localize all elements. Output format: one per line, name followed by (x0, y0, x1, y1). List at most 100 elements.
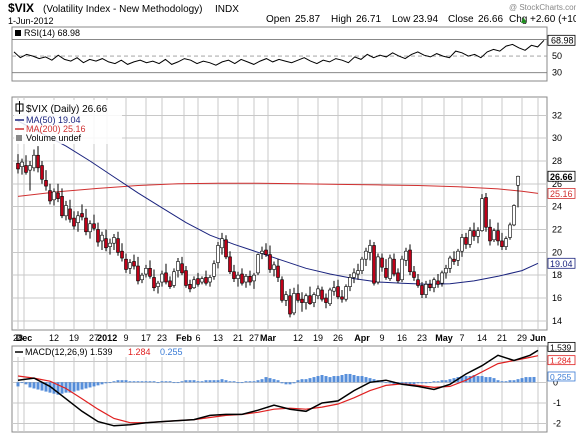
candle-body (324, 297, 328, 303)
macd-histogram-bar (428, 382, 432, 384)
macd-histogram (16, 373, 536, 395)
candle-body (460, 237, 464, 252)
close-label: Close (448, 14, 474, 25)
candle-body (156, 282, 160, 287)
candle-body (464, 237, 468, 245)
macd-histogram-bar (244, 381, 248, 383)
macd-histogram-bar (152, 381, 156, 383)
macd-histogram-bar (444, 380, 448, 383)
candle-body (404, 250, 408, 261)
candle-body (96, 229, 100, 243)
macd-histogram-bar (184, 380, 188, 383)
macd-histogram-bar (40, 382, 44, 391)
macd-histogram-bar (496, 380, 500, 383)
candle-body (204, 277, 208, 284)
candle-body (304, 295, 308, 303)
macd-histogram-bar (228, 381, 232, 383)
candle-body (512, 205, 516, 226)
macd-histogram-bar (368, 378, 372, 383)
macd-histogram-bar (352, 375, 356, 383)
macd-histogram-bar (408, 382, 412, 385)
price-tick-label: 28 (552, 156, 562, 166)
chart-header: $VIX (Volatility Index - New Methodology… (8, 1, 576, 26)
macd-histogram-bar (84, 382, 88, 389)
candle-body (504, 238, 508, 247)
candle-body (112, 237, 116, 244)
candle-body (92, 223, 96, 229)
price-badge-label: 19.04 (550, 259, 573, 269)
x-tick-label: 19 (313, 333, 323, 343)
candle-body (364, 250, 368, 260)
x-tick-label: 7 (459, 333, 464, 343)
candle-body (80, 213, 84, 218)
candlesticks (16, 146, 520, 318)
candle-body (344, 286, 348, 300)
candle-body (356, 270, 360, 275)
candle-body (388, 257, 392, 279)
macd-histogram-bar (156, 382, 160, 384)
candle-body (416, 279, 420, 286)
macd-histogram-bar (336, 376, 340, 383)
candle-body (100, 234, 104, 242)
macd-histogram-bar (388, 382, 392, 384)
candle-body (316, 288, 320, 297)
x-tick-label: 16 (397, 333, 407, 343)
candle-body (168, 280, 172, 287)
macd-histogram-bar (140, 381, 144, 383)
macd-histogram-bar (248, 381, 252, 383)
ma50-legend: MA(50) 19.04 (26, 115, 81, 125)
candle-body (120, 250, 124, 259)
candle-body (308, 295, 312, 305)
macd-histogram-bar (260, 379, 264, 383)
macd-histogram-bar (180, 381, 184, 383)
x-tick-label: 2012 (97, 333, 117, 343)
candle-body (52, 191, 56, 201)
macd-histogram-bar (532, 376, 536, 383)
candle-body (488, 226, 492, 242)
x-tick-label: 6 (195, 333, 200, 343)
macd-histogram-bar (128, 381, 132, 383)
x-tick-label: 23 (157, 333, 167, 343)
candle-body (88, 223, 92, 233)
macd-histogram-bar (424, 382, 428, 384)
macd-histogram-bar (520, 378, 524, 383)
candle-body (340, 296, 344, 300)
candle-body (140, 274, 144, 281)
macd-histogram-bar (220, 379, 224, 383)
candle-body (500, 240, 504, 247)
macd-histogram-bar (168, 381, 172, 383)
ma200-legend: MA(200) 25.16 (26, 124, 86, 134)
macd-histogram-bar (344, 373, 348, 383)
x-tick-label: 21 (497, 333, 507, 343)
candle-body (64, 205, 68, 217)
macd-histogram-bar (492, 378, 496, 383)
macd-histogram-bar (524, 377, 528, 383)
rsi-value-badge (547, 34, 576, 46)
chg-label: Chg (509, 14, 527, 25)
macd-histogram-bar (420, 382, 424, 384)
macd-histogram-bar (132, 381, 136, 383)
candle-body (496, 230, 500, 242)
price-tick-label: 32 (552, 110, 562, 120)
price-legend-bg (14, 100, 122, 144)
candle-body (16, 162, 20, 170)
candle-body (288, 295, 292, 315)
macd-histogram-bar (148, 381, 152, 383)
candle-body (392, 258, 396, 275)
histogram-legend: 0.255 (160, 347, 183, 357)
price-tick-label: 26 (552, 179, 562, 189)
macd-histogram-bar (224, 380, 228, 383)
macd-histogram-bar (240, 382, 244, 384)
candle-body (44, 180, 48, 187)
low-label: Low (392, 14, 411, 25)
candle-body (380, 257, 384, 268)
price-tick-label: 18 (552, 270, 562, 280)
rsi-legend-swatch (15, 30, 21, 36)
macd-signal-line (17, 355, 539, 424)
macd-histogram-bar (500, 381, 504, 383)
candle-body (240, 273, 244, 284)
exchange-label: INDX (215, 4, 239, 15)
date-label: 1-Jun-2012 (8, 16, 54, 26)
